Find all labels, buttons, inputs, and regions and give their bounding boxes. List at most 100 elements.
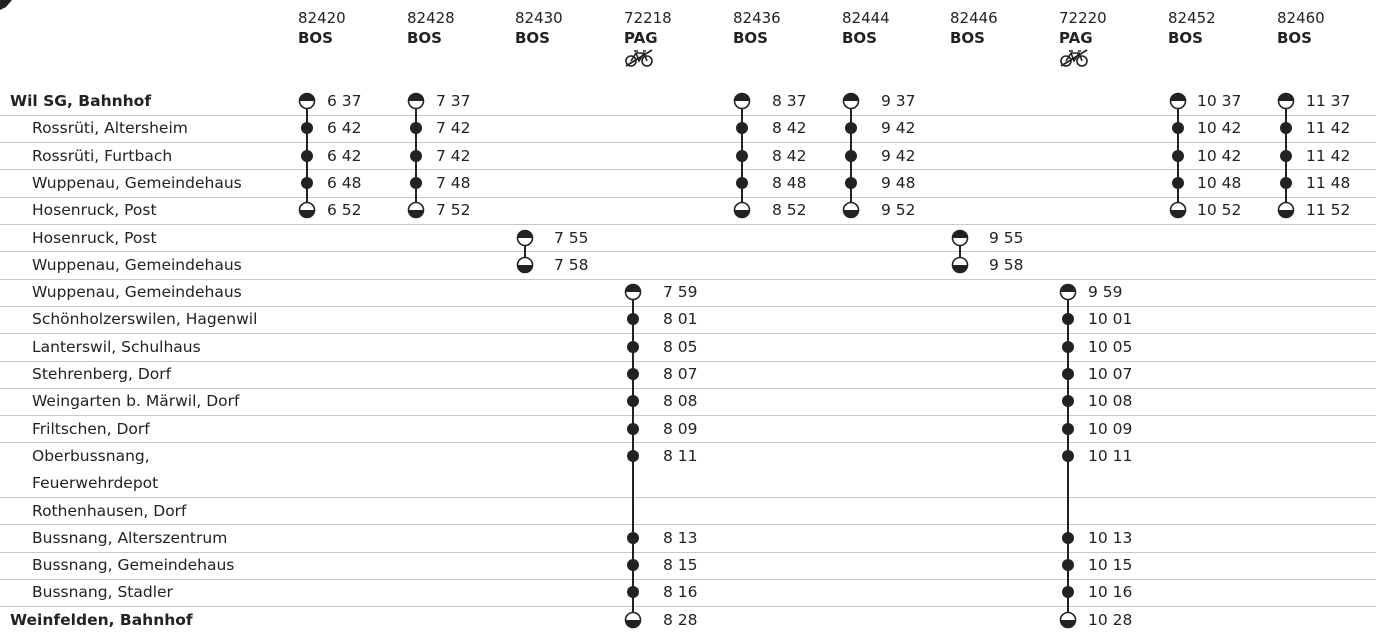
departure-time: 8 37	[772, 92, 807, 110]
row-separator	[0, 606, 1376, 608]
trip-header-4: 82436 BOS	[733, 8, 781, 48]
departure-time: 11 52	[1306, 201, 1351, 220]
stop-dot-icon	[301, 149, 313, 162]
departure-icon	[407, 92, 425, 110]
stop-dot-icon	[627, 422, 639, 435]
stop-dot-icon	[736, 149, 748, 162]
departure-time: 8 42	[772, 146, 807, 165]
trip-number: 82452	[1168, 9, 1216, 27]
departure-time: 6 37	[327, 92, 362, 110]
departure-time: 7 52	[436, 201, 471, 220]
stop-name: Weinfelden, Bahnhof	[10, 610, 193, 629]
stop-dot-icon	[1062, 586, 1074, 599]
row-separator	[0, 278, 1376, 280]
operator-code: PAG	[1059, 29, 1093, 47]
trip-header-7: 72220 PAG	[1059, 8, 1107, 67]
stop-row: Bussnang, Alterszentrum	[0, 525, 1376, 552]
operator-code: BOS	[950, 29, 985, 47]
stop-dot-icon	[1062, 531, 1074, 544]
stop-name: Bussnang, Stadler	[32, 583, 173, 602]
departure-icon	[1059, 283, 1077, 301]
stop-name: Rossrüti, Altersheim	[32, 119, 188, 138]
stop-name: Wuppenau, Gemeindehaus	[32, 173, 242, 192]
trip-header-6: 82446 BOS	[950, 8, 998, 48]
stop-dot-icon	[1062, 368, 1074, 380]
row-separator	[0, 442, 1376, 444]
stop-dot-icon	[410, 176, 422, 189]
departure-time: 8 07	[663, 365, 698, 383]
row-separator	[0, 524, 1376, 526]
stop-row: Bussnang, Stadler	[0, 579, 1376, 606]
arrival-icon	[1169, 201, 1187, 219]
stop-row: Rossrüti, Furtbach	[0, 143, 1376, 170]
arrival-icon	[407, 201, 425, 219]
stop-dot-icon	[627, 449, 639, 462]
bicycle-reservation-icon	[1060, 49, 1088, 67]
departure-time: 8 28	[663, 610, 698, 629]
departure-time: 10 01	[1088, 310, 1133, 329]
row-separator	[0, 224, 1376, 225]
arrival-icon	[516, 256, 534, 274]
departure-time: 9 37	[881, 92, 916, 110]
departure-time: 10 11	[1088, 446, 1133, 465]
stop-row: Wuppenau, Gemeindehaus	[0, 252, 1376, 279]
departure-icon	[842, 92, 860, 110]
trip-number: 82420	[298, 9, 346, 27]
row-separator	[0, 360, 1376, 362]
arrival-icon	[298, 201, 316, 219]
departure-time: 10 52	[1197, 201, 1242, 220]
departure-time: 9 59	[1088, 283, 1123, 302]
stop-dot-icon	[627, 395, 639, 408]
stop-name: Wuppenau, Gemeindehaus	[32, 283, 242, 302]
stop-name: Stehrenberg, Dorf	[32, 365, 172, 383]
row-separator	[0, 415, 1376, 417]
departure-time: 10 16	[1088, 583, 1133, 602]
departure-time: 10 08	[1088, 392, 1133, 411]
arrival-icon	[842, 201, 860, 219]
stop-name: Bussnang, Gemeindehaus	[32, 556, 235, 575]
departure-time: 8 09	[663, 419, 698, 438]
stop-dot-icon	[1172, 176, 1184, 189]
departure-time: 11 37	[1306, 92, 1351, 110]
stop-row: Stehrenberg, Dorf	[0, 361, 1376, 388]
trip-header-9: 82460 BOS	[1277, 8, 1325, 48]
stop-dot-icon	[410, 149, 422, 162]
departure-time: 7 37	[436, 92, 471, 110]
stop-dot-icon	[301, 176, 313, 189]
trip-header-8: 82452 BOS	[1168, 8, 1216, 48]
arrival-icon	[733, 201, 751, 219]
stop-dot-icon	[627, 368, 639, 380]
departure-time: 10 07	[1088, 365, 1133, 383]
operator-code: BOS	[515, 29, 550, 47]
stop-dot-icon	[736, 176, 748, 189]
departure-time: 9 55	[989, 228, 1024, 247]
departure-icon	[1169, 92, 1187, 110]
stop-dot-icon	[845, 176, 857, 189]
departure-icon	[733, 92, 751, 110]
stop-row: Rossrüti, Altersheim	[0, 115, 1376, 142]
stop-dot-icon	[1172, 122, 1184, 135]
stop-dot-icon	[1280, 122, 1292, 135]
departure-time: 8 13	[663, 528, 698, 547]
departure-icon	[298, 92, 316, 110]
operator-code: BOS	[842, 29, 877, 47]
stop-dot-icon	[1172, 149, 1184, 162]
trip-number: 82428	[407, 9, 455, 27]
trip-number: 72220	[1059, 9, 1107, 27]
stop-row: Friltschen, Dorf	[0, 416, 1376, 443]
trip-header-0: 82420 BOS	[298, 8, 346, 48]
departure-time: 10 37	[1197, 92, 1242, 110]
trip-header-1: 82428 BOS	[407, 8, 455, 48]
departure-icon	[951, 229, 969, 246]
stop-row: Schönholzerswilen, Hagenwil	[0, 306, 1376, 333]
corner-mark-icon	[0, 0, 12, 10]
stop-name: Hosenruck, Post	[32, 228, 157, 247]
departure-time: 8 05	[663, 337, 698, 356]
row-separator	[0, 251, 1376, 253]
departure-time: 8 16	[663, 583, 698, 602]
stop-dot-icon	[627, 313, 639, 326]
departure-time: 9 42	[881, 146, 916, 165]
operator-code: BOS	[1168, 29, 1203, 47]
stop-row: Bussnang, Gemeindehaus	[0, 552, 1376, 579]
departure-time: 11 48	[1306, 173, 1351, 192]
